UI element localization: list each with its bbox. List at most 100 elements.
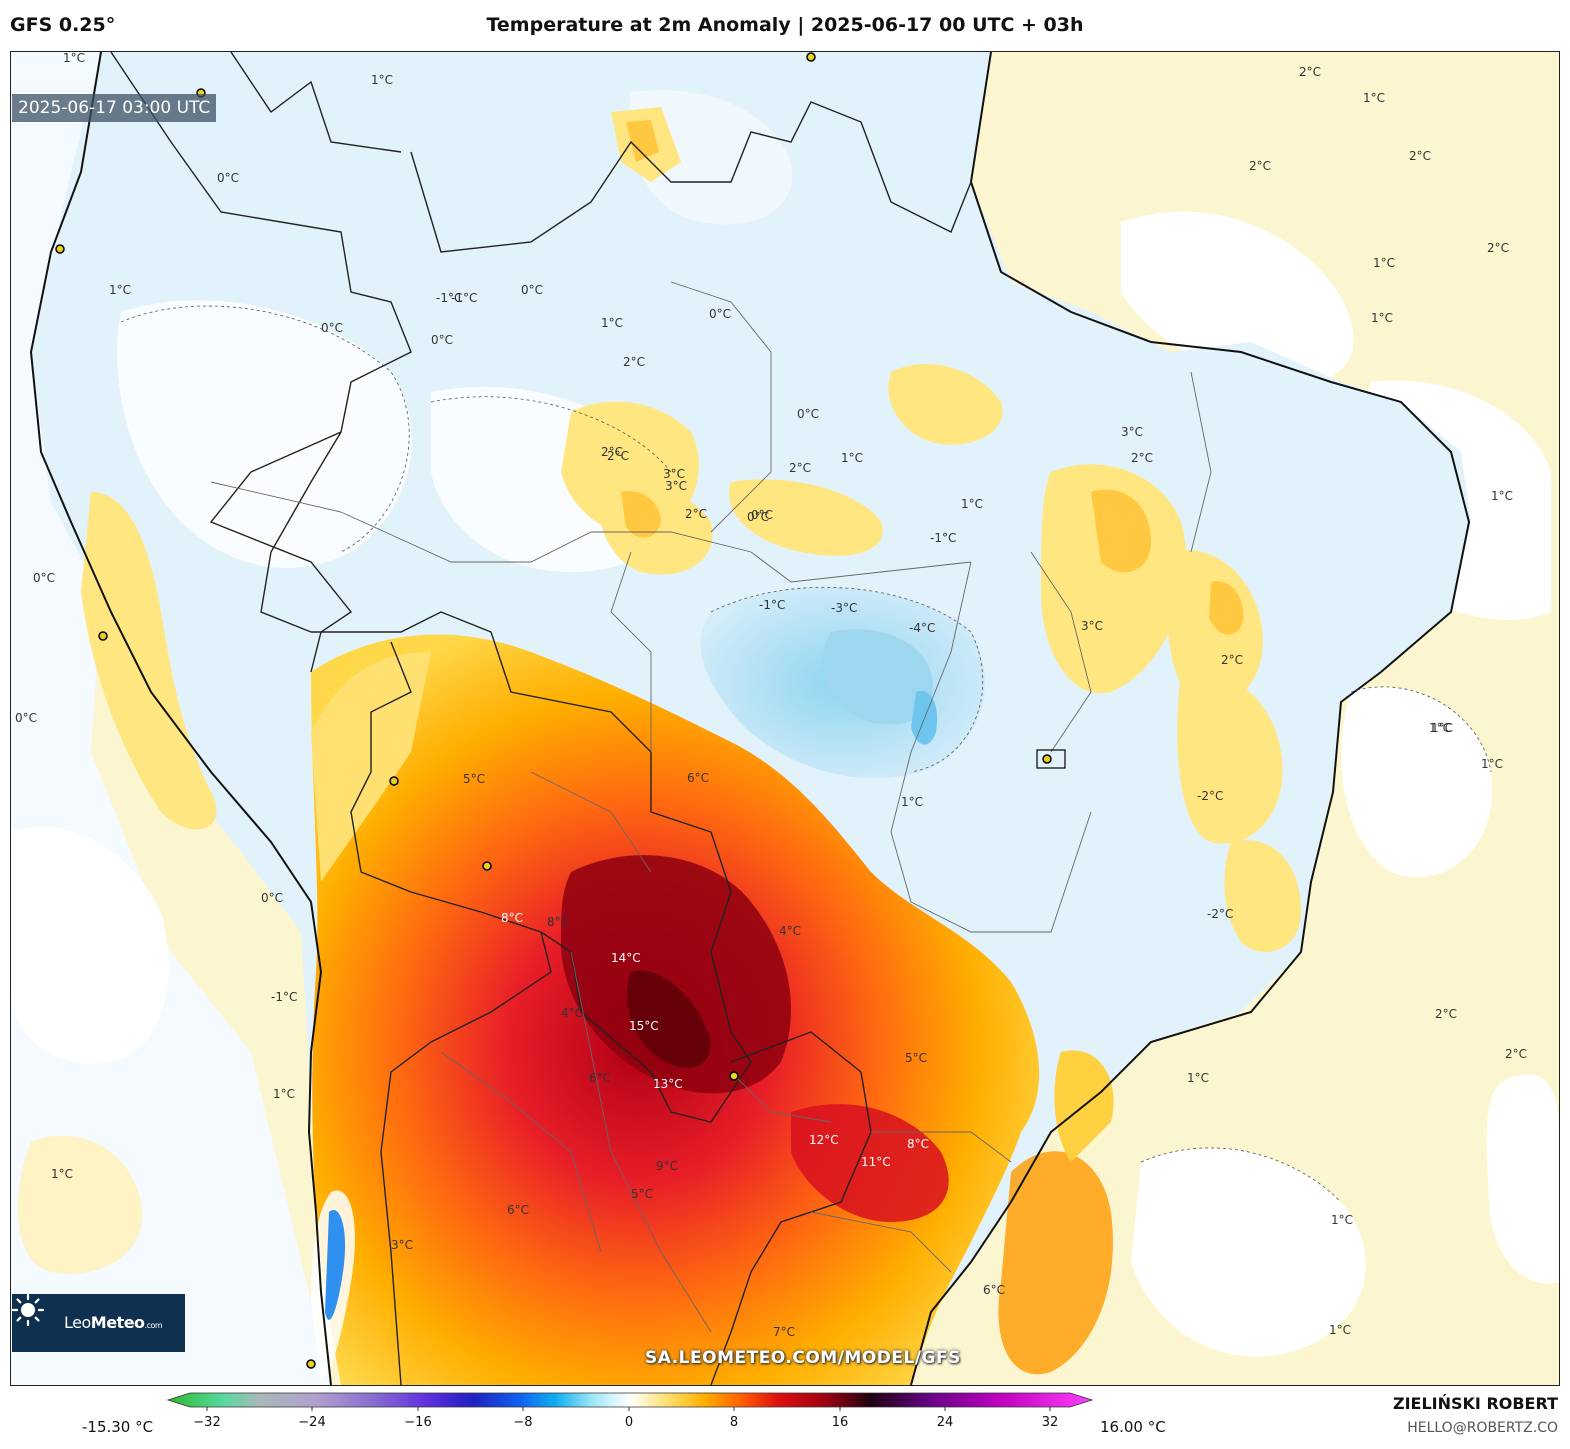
svg-text:2°C: 2°C [789,461,811,475]
svg-text:-1°C: -1°C [451,291,477,305]
svg-text:11°C: 11°C [861,1155,891,1169]
coastline [29,52,1471,1385]
svg-text:1°C: 1°C [63,52,85,65]
svg-text:5°C: 5°C [631,1187,653,1201]
svg-text:1°C: 1°C [841,451,863,465]
svg-text:3°C: 3°C [1121,425,1143,439]
svg-text:2°C: 2°C [1505,1047,1527,1061]
svg-text:2°C: 2°C [1409,149,1431,163]
svg-text:6°C: 6°C [687,771,709,785]
colorbar-tick: −24 [298,1415,325,1430]
svg-text:-3°C: -3°C [831,601,857,615]
svg-text:1°C: 1°C [1431,721,1453,735]
brand-name: LeoMeteo.com [64,1313,163,1332]
svg-text:-1°C: -1°C [930,531,956,545]
svg-text:1°C: 1°C [371,73,393,87]
svg-text:1°C: 1°C [109,283,131,297]
map-title: Temperature at 2m Anomaly | 2025-06-17 0… [486,14,1084,36]
colorbar-tick: 0 [625,1415,633,1430]
svg-text:-2°C: -2°C [1197,789,1223,803]
svg-text:1°C: 1°C [1491,489,1513,503]
svg-text:-1°C: -1°C [436,291,462,305]
svg-text:-1°C: -1°C [271,990,297,1004]
svg-text:2°C: 2°C [1131,451,1153,465]
svg-text:3°C: 3°C [1081,619,1103,633]
svg-text:1°C: 1°C [1371,311,1393,325]
svg-text:0°C: 0°C [521,283,543,297]
svg-text:6°C: 6°C [589,1071,611,1085]
colorbar-tick: 16 [832,1415,849,1430]
svg-text:1°C: 1°C [273,1087,295,1101]
svg-text:0°C: 0°C [321,321,343,335]
svg-text:0°C: 0°C [797,407,819,421]
svg-text:1°C: 1°C [601,316,623,330]
neutral-zone-west [117,300,412,568]
colorbar-tick: −32 [193,1415,220,1430]
colorbar-min-value: -15.30 °C [82,1418,154,1436]
svg-text:1°C: 1°C [1429,721,1451,735]
state-borders [210,281,1212,1333]
city-markers[interactable] [55,52,1066,1369]
svg-text:-1°C: -1°C [759,598,785,612]
svg-text:0°C: 0°C [709,307,731,321]
svg-text:7°C: 7°C [773,1325,795,1339]
svg-text:2°C: 2°C [1221,653,1243,667]
svg-text:8°C: 8°C [907,1137,929,1151]
svg-text:2°C: 2°C [607,449,629,463]
svg-text:2°C: 2°C [1299,65,1321,79]
svg-text:1°C: 1°C [1331,1213,1353,1227]
svg-text:1°C: 1°C [901,795,923,809]
colorbar-tick: 8 [730,1415,738,1430]
svg-text:-2°C: -2°C [1207,907,1233,921]
svg-text:5°C: 5°C [905,1051,927,1065]
colorbar-tick: −8 [513,1415,532,1430]
source-watermark: SA.LEOMETEO.COM/MODEL/GFS [645,1348,961,1368]
author-name: ZIELIŃSKI ROBERT [1392,1394,1558,1413]
svg-text:1°C: 1°C [1373,256,1395,270]
svg-text:1°C: 1°C [1363,91,1385,105]
colorbar-tick: 32 [1042,1415,1059,1430]
svg-text:13°C: 13°C [653,1077,683,1091]
svg-text:2°C: 2°C [1487,241,1509,255]
svg-text:3°C: 3°C [663,467,685,481]
svg-text:6°C: 6°C [507,1203,529,1217]
svg-text:2°C: 2°C [1435,1007,1457,1021]
colorbar-max-value: 16.00 °C [1100,1418,1166,1436]
anomaly-map[interactable]: 1°C 1°C 2°C 2°C 2°C 1°C 0°C 1°C -1°C 0°C… [10,51,1560,1386]
svg-text:0°C: 0°C [15,711,37,725]
sun-icon [12,1294,44,1326]
svg-text:0°C: 0°C [217,171,239,185]
svg-text:2°C: 2°C [685,507,707,521]
svg-text:1°C: 1°C [961,497,983,511]
svg-text:0°C: 0°C [33,571,55,585]
svg-text:1°C: 1°C [1187,1071,1209,1085]
svg-text:0°C: 0°C [261,891,283,905]
svg-text:3°C: 3°C [391,1238,413,1252]
map-canvas: 1°C 1°C 2°C 2°C 2°C 1°C 0°C 1°C -1°C 0°C… [11,52,1559,1385]
svg-text:-4°C: -4°C [909,621,935,635]
svg-text:14°C: 14°C [611,951,641,965]
svg-text:6°C: 6°C [983,1283,1005,1297]
svg-text:15°C: 15°C [629,1019,659,1033]
svg-text:8°C: 8°C [501,911,523,925]
svg-text:12°C: 12°C [809,1133,839,1147]
svg-text:2°C: 2°C [601,445,623,459]
colorbar-ramp [166,1392,1094,1408]
svg-text:2°C: 2°C [623,355,645,369]
svg-text:5°C: 5°C [463,772,485,786]
zero-contours [120,305,1492,1203]
svg-text:0°C: 0°C [747,510,769,524]
model-name: GFS 0.25° [10,14,116,36]
leometeo-logo[interactable]: LeoMeteo.com [12,1294,185,1352]
valid-time-badge: 2025-06-17 03:00 UTC [12,94,217,122]
svg-text:8°C: 8°C [547,915,569,929]
country-borders [110,52,972,1385]
svg-text:4°C: 4°C [561,1006,583,1020]
svg-text:0°C: 0°C [431,333,453,347]
colorbar-graphic: −32 −24 −16 −8 0 8 16 24 32 [166,1392,1094,1430]
svg-text:0°C: 0°C [751,508,773,522]
author-email[interactable]: HELLO@ROBERTZ.CO [1407,1420,1558,1436]
contour-labels: 1°C 1°C 2°C 2°C 2°C 1°C 0°C 1°C -1°C 0°C… [15,52,1527,1339]
svg-text:1°C: 1°C [1481,757,1503,771]
svg-text:1°C: 1°C [51,1167,73,1181]
